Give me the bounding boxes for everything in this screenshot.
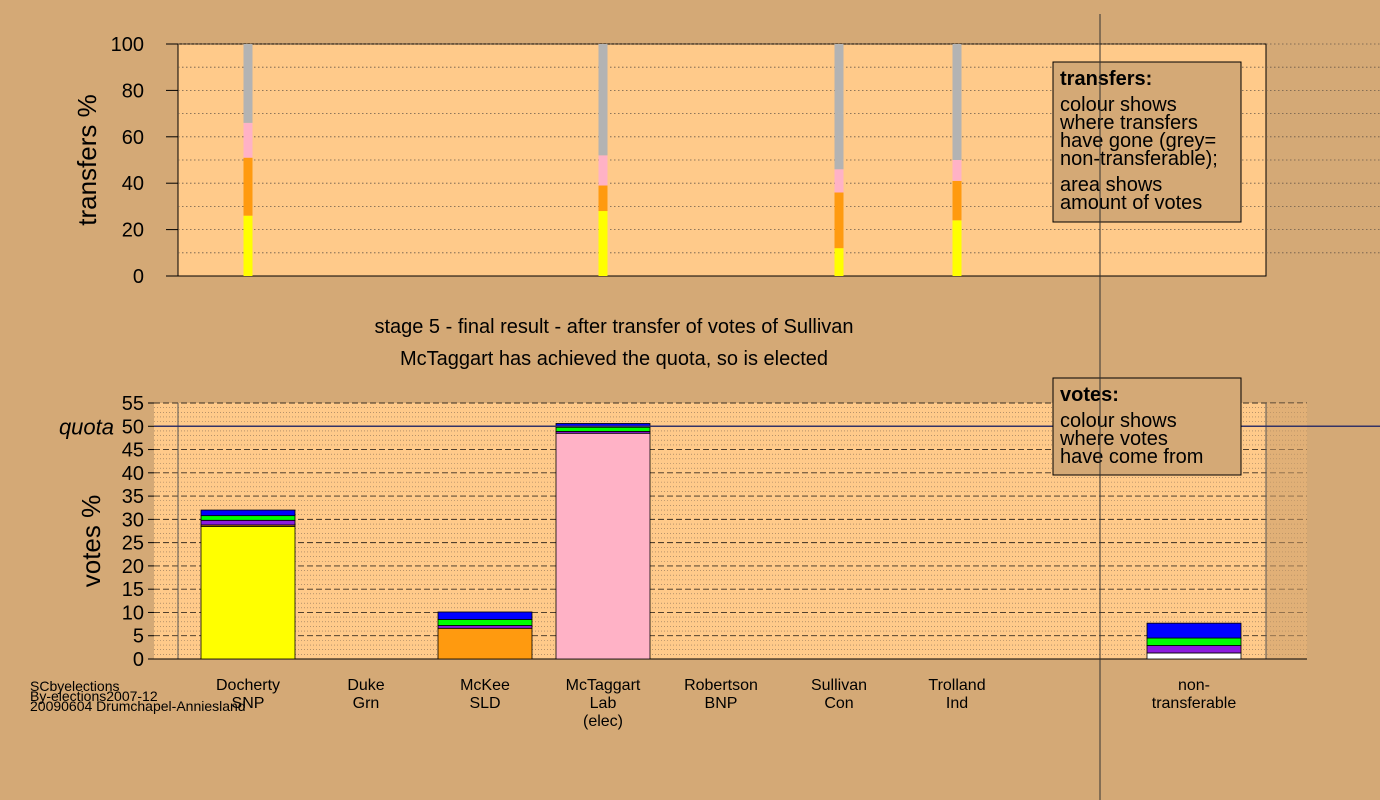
category-label: BNP bbox=[705, 695, 738, 712]
category-label: McKee bbox=[460, 677, 510, 694]
category-label: Docherty bbox=[216, 677, 280, 694]
votes-tick-label: 15 bbox=[122, 579, 144, 601]
votes-tick-label: 5 bbox=[133, 626, 144, 648]
footer-line: SCbyelections bbox=[30, 678, 120, 694]
footer-line: 20090604 Drumchapel-Anniesland bbox=[30, 698, 246, 714]
votes-tick-label: 35 bbox=[122, 486, 144, 508]
votes-legend: votes: colour shows where votes have com… bbox=[1052, 377, 1242, 476]
transfers-legend-line: non-transferable); bbox=[1060, 148, 1218, 170]
vote-segment-non bbox=[1146, 622, 1242, 639]
transfers-legend-line: colour shows bbox=[1060, 94, 1177, 116]
transfer-segment-mctaggart bbox=[598, 155, 608, 186]
transfers-tick-label: 100 bbox=[111, 34, 144, 56]
transfers-legend-title: transfers: bbox=[1060, 68, 1152, 90]
transfers-legend-line: area shows bbox=[1060, 174, 1162, 196]
votes-tick-label: 0 bbox=[133, 649, 144, 671]
votes-bars bbox=[200, 423, 1242, 660]
category-label: SLD bbox=[469, 695, 500, 712]
category-label: Grn bbox=[353, 695, 380, 712]
transfer-segment-docherty bbox=[243, 157, 253, 216]
transfers-tick-label: 40 bbox=[122, 173, 144, 195]
transfer-segment-sullivan bbox=[834, 192, 844, 249]
transfers-tick-label: 20 bbox=[122, 220, 144, 242]
transfers-bars bbox=[243, 44, 962, 276]
transfer-segment-sullivan bbox=[834, 169, 844, 193]
vote-segment-mctaggart bbox=[555, 432, 651, 660]
vote-segment-mctaggart bbox=[555, 426, 651, 432]
vote-segment-mckee bbox=[437, 625, 533, 629]
transfer-segment-mctaggart bbox=[598, 44, 608, 156]
votes-legend-box bbox=[1052, 377, 1242, 476]
category-label: SNP bbox=[232, 695, 265, 712]
category-label: Duke bbox=[347, 677, 384, 694]
votes-tick-label: 30 bbox=[122, 509, 144, 531]
votes-tick-label: 55 bbox=[122, 393, 144, 415]
category-label: Lab bbox=[590, 695, 617, 712]
transfer-segment-docherty bbox=[243, 215, 253, 276]
transfer-segment-docherty bbox=[243, 122, 253, 158]
votes-legend-line: have come from bbox=[1060, 446, 1203, 468]
transfer-segment-trolland bbox=[952, 160, 962, 181]
votes-legend-line: where votes bbox=[1059, 428, 1168, 450]
category-label: Con bbox=[824, 695, 853, 712]
transfer-segment-trolland bbox=[952, 180, 962, 221]
vote-segment-mckee bbox=[437, 611, 533, 620]
category-label: (elec) bbox=[583, 713, 623, 730]
transfer-segment-mctaggart bbox=[598, 211, 608, 276]
vote-segment-non bbox=[1146, 645, 1242, 654]
vote-segment-docherty bbox=[200, 519, 296, 526]
transfers-legend-line: have gone (grey= bbox=[1060, 130, 1216, 152]
vote-segment-docherty bbox=[200, 525, 296, 660]
transfers-legend-line: amount of votes bbox=[1060, 192, 1202, 214]
transfers-tick-label: 60 bbox=[122, 127, 144, 149]
vote-segment-mctaggart bbox=[555, 423, 651, 428]
transfer-segment-trolland bbox=[952, 44, 962, 160]
transfers-y-axis-label: transfers % bbox=[72, 94, 102, 226]
votes-tick-label: 40 bbox=[122, 463, 144, 485]
votes-tick-label: 25 bbox=[122, 533, 144, 555]
transfers-legend-line: where transfers bbox=[1059, 112, 1198, 134]
transfer-segment-sullivan bbox=[834, 44, 844, 170]
transfer-segment-sullivan bbox=[834, 248, 844, 276]
transfer-segment-docherty bbox=[243, 44, 253, 123]
category-label: Sullivan bbox=[811, 677, 867, 694]
votes-right-margin-shade bbox=[1266, 403, 1307, 659]
transfers-y-ticks: 0 20 40 60 80 100 bbox=[111, 34, 178, 288]
quota-label: quota bbox=[59, 414, 114, 439]
votes-tick-label: 20 bbox=[122, 556, 144, 578]
votes-legend-line: colour shows bbox=[1060, 410, 1177, 432]
vote-segment-mckee bbox=[437, 627, 533, 660]
transfers-gridlines bbox=[178, 43, 1380, 254]
category-label: non- bbox=[1178, 677, 1210, 694]
votes-tick-label: 10 bbox=[122, 602, 144, 624]
result-caption: McTaggart has achieved the quota, so is … bbox=[400, 348, 828, 370]
vote-segment-docherty bbox=[200, 515, 296, 521]
transfers-tick-label: 0 bbox=[133, 266, 144, 288]
category-label: Ind bbox=[946, 695, 968, 712]
category-label: transferable bbox=[1152, 695, 1237, 712]
transfers-legend-box bbox=[1052, 61, 1242, 223]
vote-segment-docherty bbox=[200, 509, 296, 517]
category-label: Trolland bbox=[928, 677, 985, 694]
transfer-segment-mctaggart bbox=[598, 185, 608, 212]
votes-tick-label: 50 bbox=[122, 416, 144, 438]
transfers-legend: transfers: colour shows where transfers … bbox=[1052, 61, 1242, 223]
transfers-tick-label: 80 bbox=[122, 80, 144, 102]
vote-segment-non bbox=[1146, 652, 1242, 660]
stage-caption: stage 5 - final result - after transfer … bbox=[374, 316, 853, 338]
category-label: Robertson bbox=[684, 677, 758, 694]
footer-line: By-elections2007-12 bbox=[30, 688, 158, 704]
vote-segment-mckee bbox=[437, 619, 533, 626]
votes-tick-label: 45 bbox=[122, 440, 144, 462]
votes-y-axis-label: votes % bbox=[76, 495, 106, 588]
vote-segment-non bbox=[1146, 637, 1242, 646]
votes-legend-title: votes: bbox=[1060, 384, 1119, 406]
category-label: McTaggart bbox=[566, 677, 641, 694]
transfer-segment-trolland bbox=[952, 220, 962, 276]
